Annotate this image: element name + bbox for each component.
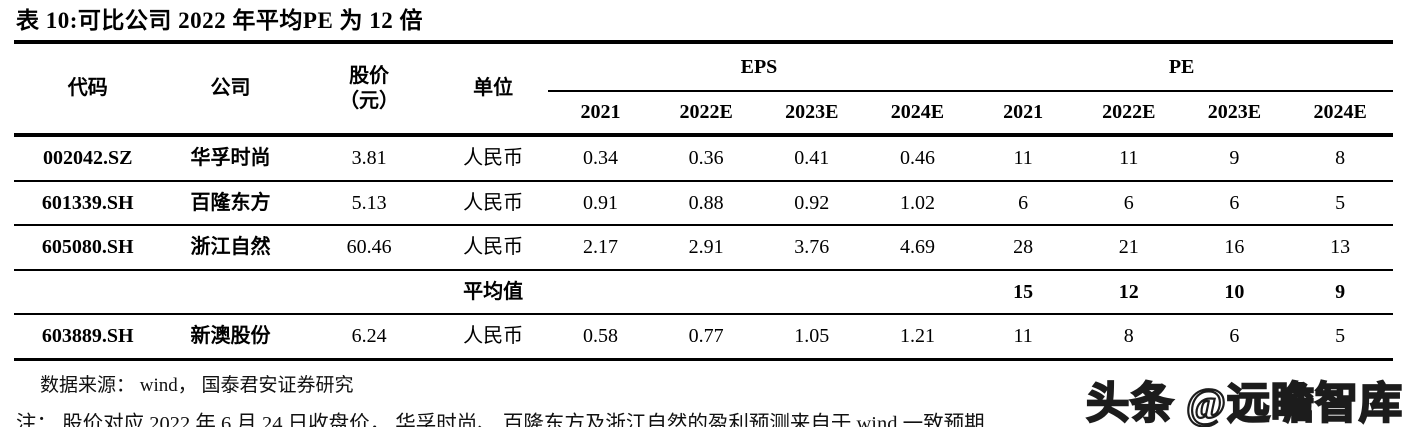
- col-header-eps-2024e: 2024E: [864, 91, 971, 138]
- table-cell: [162, 270, 300, 315]
- table-row: 002042.SZ 华孚时尚 3.81 人民币 0.34 0.36 0.41 0.46 11 11…: [14, 135, 1393, 181]
- table-cell: 6.24: [351, 325, 387, 348]
- header-group-row: 代码 公司 股价 （元） 单位 EPS PE: [14, 44, 1393, 138]
- table-row: 601339.SH 百隆东方 5.13 人民币 0.91 0.88 0.92 1.02 6 6 6 5: [14, 181, 1393, 226]
- table-cell: 0.34: [582, 147, 618, 170]
- table-cell: 人民币: [463, 236, 524, 259]
- table-cell: 0.92: [794, 191, 830, 214]
- table-cell: 1.05: [794, 325, 830, 348]
- table-cell: [865, 270, 971, 315]
- table-cell: 12: [1118, 280, 1139, 303]
- table-cell: 0.36: [688, 147, 724, 170]
- table-cell: 0.91: [582, 191, 618, 214]
- table-cell: 601339.SH: [41, 191, 134, 214]
- table-cell: 9: [1229, 147, 1240, 170]
- table-row: 605080.SH 浙江自然 60.46 人民币 2.17 2.91 3.76 4.69 28 2…: [14, 225, 1393, 270]
- table-cell: 5: [1335, 325, 1346, 348]
- table-cell: 人民币: [463, 147, 524, 170]
- table-cell: 人民币: [463, 191, 524, 214]
- footnote: 注： 股价对应 2022 年 6 月 24 日收盘价， 华孚时尚、 百隆东方及浙…: [16, 412, 985, 427]
- col-header-unit: 单位: [438, 44, 548, 138]
- table-cell: 28: [1013, 236, 1034, 259]
- table-cell: 0.46: [899, 147, 935, 170]
- col-header-company: 公司: [161, 44, 300, 138]
- data-source-note: 数据来源： wind， 国泰君安证券研究: [40, 374, 354, 396]
- table-cell: 21: [1118, 236, 1139, 259]
- table-cell: 6: [1018, 191, 1029, 214]
- col-header-price: 股价 （元）: [299, 44, 439, 138]
- table-cell: 0.88: [688, 191, 724, 214]
- col-header-price-line1: 股价: [349, 64, 390, 87]
- table-cell: [548, 270, 654, 315]
- table-cell: 0.58: [582, 325, 618, 348]
- table-cell: 60.46: [346, 236, 392, 259]
- table-cell: 13: [1330, 236, 1351, 259]
- table-cell: 百隆东方: [190, 191, 271, 214]
- table-cell: 新澳股份: [190, 325, 271, 348]
- table-row: 平均值 15 12 10 9: [14, 270, 1393, 315]
- table-cell: 人民币: [463, 325, 524, 348]
- table-cell: 9: [1335, 280, 1346, 303]
- table-cell: 002042.SZ: [43, 147, 133, 170]
- table-cell: 6: [1229, 325, 1240, 348]
- table-title: 表 10:可比公司 2022 年平均PE 为 12 倍: [14, 6, 1393, 45]
- table-cell: 11: [1119, 147, 1139, 170]
- table-cell: 11: [1013, 325, 1033, 348]
- table-cell: 4.69: [899, 236, 935, 259]
- table-cell: 3.76: [794, 236, 830, 259]
- table-cell: 11: [1013, 147, 1033, 170]
- table-cell: 10: [1224, 280, 1245, 303]
- table-cell: 603889.SH: [41, 325, 134, 348]
- watermark-toutiao-yuanzhan: 头条 @远瞻智库: [1085, 380, 1403, 427]
- table-cell: 0.77: [688, 325, 724, 348]
- table-cell: 8: [1335, 147, 1346, 170]
- comparable-companies-table: 代码 公司 股价 （元） 单位 EPS PE 2021 2022E 2023E …: [14, 44, 1393, 361]
- table-cell: 2.91: [688, 236, 724, 259]
- col-header-pe-2021: 2021: [970, 91, 1076, 138]
- table-cell: [14, 270, 162, 315]
- table-cell: [299, 270, 438, 315]
- table-cell: 8: [1123, 325, 1134, 348]
- col-header-price-line2: （元）: [339, 89, 400, 112]
- header-year-row: 2021 2022E 2023E 2024E 2021 2022E 2023E …: [14, 91, 1393, 138]
- col-header-pe-2024e: 2024E: [1287, 91, 1393, 138]
- col-header-eps-2021: 2021: [547, 91, 654, 138]
- table-cell: 1.02: [899, 191, 935, 214]
- col-header-pe-2023e: 2023E: [1181, 91, 1288, 138]
- table-cell: 3.81: [351, 147, 387, 170]
- table-cell: 平均值: [463, 280, 524, 303]
- table-cell: 0.41: [794, 147, 830, 170]
- table-cell: 605080.SH: [41, 236, 134, 259]
- col-group-pe: PE: [970, 44, 1393, 93]
- table-cell: [759, 270, 865, 315]
- table-cell: 5.13: [351, 191, 387, 214]
- table-cell: 华孚时尚: [190, 147, 271, 170]
- table-cell: 1.21: [899, 325, 935, 348]
- col-header-pe-2022e: 2022E: [1075, 91, 1182, 138]
- col-header-eps-2022e: 2022E: [653, 91, 759, 138]
- table-cell: 2.17: [582, 236, 618, 259]
- table-body: 002042.SZ 华孚时尚 3.81 人民币 0.34 0.36 0.41 0.46 11 11…: [14, 135, 1393, 360]
- table-row: 603889.SH 新澳股份 6.24 人民币 0.58 0.77 1.05 1.21 11 8 6…: [14, 314, 1393, 360]
- table-cell: 6: [1229, 191, 1240, 214]
- col-group-eps: EPS: [547, 44, 971, 93]
- table-cell: [653, 270, 759, 315]
- col-header-code: 代码: [14, 44, 162, 138]
- table-cell: 16: [1224, 236, 1245, 259]
- col-header-eps-2023e: 2023E: [758, 91, 865, 138]
- table-cell: 15: [1013, 280, 1034, 303]
- table-cell: 浙江自然: [190, 236, 271, 259]
- table-cell: 6: [1123, 191, 1134, 214]
- table-cell: 5: [1335, 191, 1346, 214]
